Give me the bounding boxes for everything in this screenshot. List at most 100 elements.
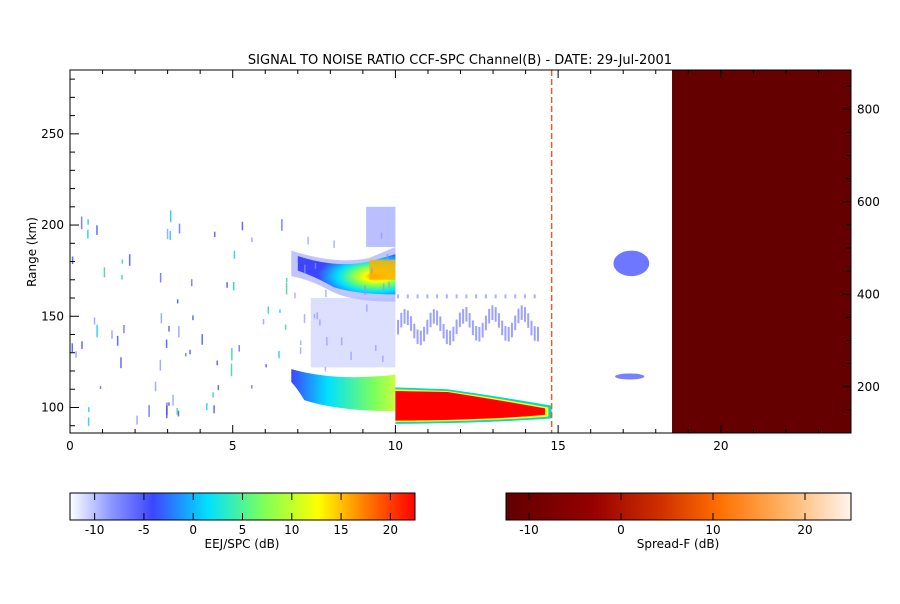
x-tick-label: 5 [229,439,237,453]
faint-echo-streak [439,316,442,332]
faint-echo-streak [533,326,536,341]
noise-speck [93,317,96,325]
noise-speck [148,405,150,417]
noise-speck [206,403,208,411]
colorbar-tick-label: 10 [705,523,720,537]
faint-echo-streak [530,320,533,336]
noise-speck [326,337,328,346]
faint-echo-streak [475,325,478,341]
noise-speck [120,357,122,369]
faint-echo-streak [478,326,481,342]
noise-speck [364,285,366,295]
noise-speck [71,343,74,353]
patch-lower [615,373,645,380]
faint-echo-streak [410,316,413,331]
noise-speck [382,355,384,363]
noise-speck [230,363,233,377]
y2-axis: 200 400 600 800 [842,85,880,434]
faint-echo-streak [491,305,494,320]
noise-speck [213,231,216,238]
eej-upper-peak [369,259,396,280]
noise-speck [128,254,131,266]
faint-echo-streak [484,294,487,299]
colorbar-tick-label: 5 [239,523,247,537]
noise-speck [192,315,194,321]
faint-echo-streak [494,294,497,299]
noise-speck [96,324,98,338]
faint-echo-streak [419,330,422,346]
noise-speck [316,312,319,320]
x-tick-label: 0 [66,439,74,453]
faint-echo-streak [497,313,500,328]
faint-echo-streak [400,312,403,328]
spreadf-colorbar-ramp [505,492,852,521]
faint-echo-streak [465,294,468,299]
faint-echo-streak [484,315,487,331]
noise-speck [81,341,83,349]
eej-colorbar: -10 -5 0 5 10 15 20 EEJ/SPC (dB) [69,492,416,551]
x-tick-label: 15 [550,439,565,453]
colorbar-tick-label: -5 [138,523,150,537]
y-tick-label: 200 [41,218,64,232]
faint-echo-streak [416,294,419,299]
noise-speck [299,347,302,355]
noise-speck [172,394,174,406]
noise-speck [212,392,214,398]
noise-speck [166,228,169,240]
noise-speck [281,219,283,231]
faint-echo-streak [455,319,458,335]
noise-speck [111,330,113,339]
faint-echo-streak [413,323,416,339]
faint-echo-streak [397,319,400,335]
noise-speck [88,407,90,412]
noise-speck [121,259,124,264]
faint-echo-streak [445,329,448,345]
faint-echo-streak [406,310,409,326]
noise-speck [159,359,162,371]
faint-echo-streak [475,294,478,299]
noise-speck [201,334,203,345]
noise-speck [169,231,171,240]
noise-speck [375,344,377,352]
noise-speck [87,417,90,426]
faint-echo-streak [452,326,455,342]
noise-speck [165,405,168,419]
noise-speck [319,319,321,326]
x-tick-label: 20 [713,439,728,453]
noise-speck [87,229,89,239]
noise-speck [178,325,180,338]
faint-echo-streak [403,309,406,324]
faint-echo-streak [455,294,458,299]
y-tick-label: 250 [41,127,64,141]
noise-speck [189,349,191,355]
faint-echo-streak [517,308,520,324]
spreadf-colorbar: -10 0 10 20 Spread-F (dB) [505,492,852,551]
colorbar-tick-label: 15 [333,523,348,537]
faint-echo-streak [533,294,536,299]
noise-speck [99,386,102,390]
noise-speck [366,304,368,312]
noise-speck [116,335,119,346]
noise-speck [313,314,316,319]
noise-speck [278,350,280,359]
noise-speck [233,250,236,259]
eej-lower-layer [291,369,396,412]
faint-echo-streak [520,305,523,320]
spreadf-colorbar-label: Spread-F (dB) [637,537,720,551]
noise-speck [324,366,327,372]
y2-tick-label: 600 [857,195,880,209]
faint-echo-streak [436,294,439,299]
faint-echo-streak [481,322,484,338]
faint-echo-streak [416,329,419,345]
faint-echo-streak [429,312,432,328]
noise-speck [340,337,343,346]
noise-speck [154,381,157,392]
noise-speck [178,223,181,234]
noise-speck [169,210,172,223]
noise-speck [386,253,389,261]
faint-echo-streak [432,309,435,324]
noise-speck [168,402,170,406]
noise-speck [262,319,265,325]
noise-speck [165,339,168,348]
noise-speck [71,256,74,265]
